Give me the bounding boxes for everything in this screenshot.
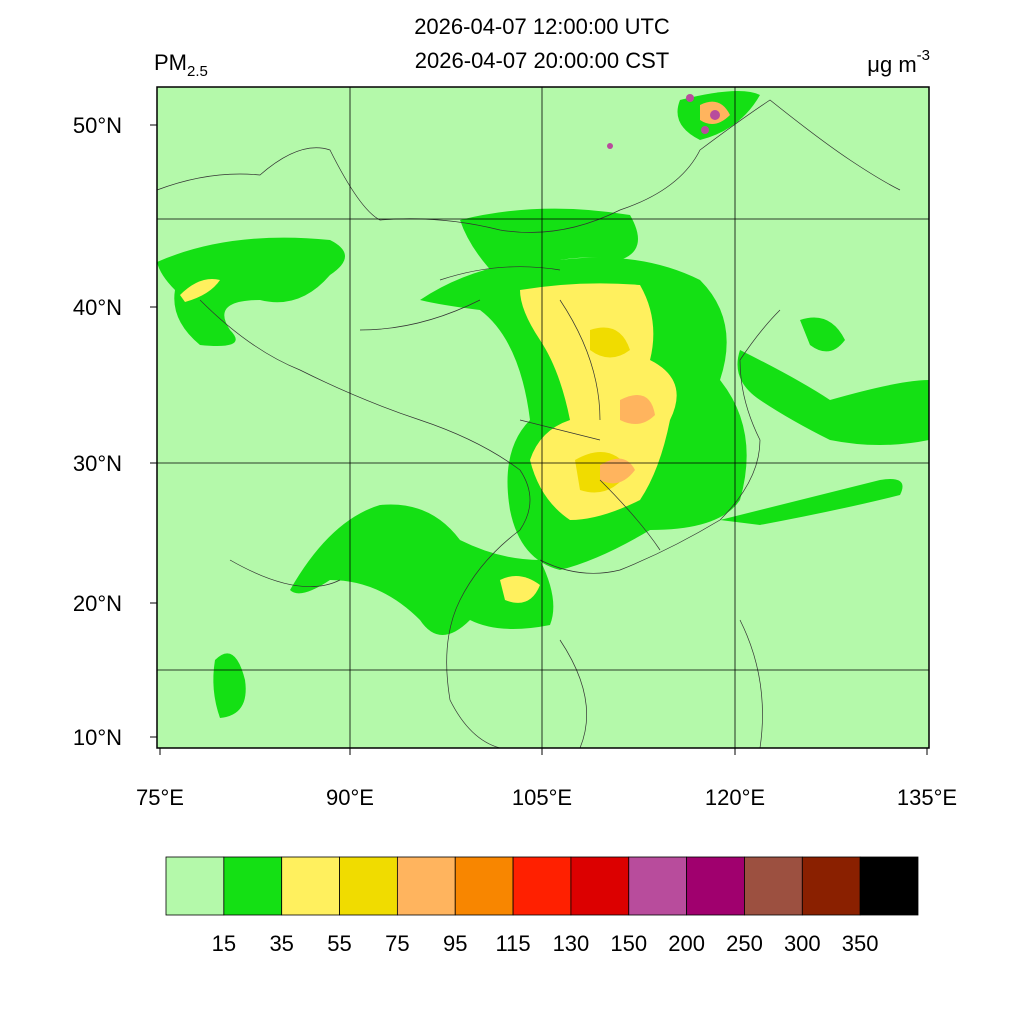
colorbar-label: 200 — [668, 931, 705, 956]
colorbar-label: 55 — [327, 931, 351, 956]
colorbar-swatch — [570, 856, 630, 916]
lon-tick-label: 120°E — [705, 785, 765, 810]
colorbar-swatch — [165, 856, 225, 916]
colorbar-label: 115 — [496, 931, 531, 956]
colorbar-label: 35 — [269, 931, 293, 956]
colorbar-swatch — [223, 856, 283, 916]
lat-tick-label: 20°N — [73, 591, 122, 616]
colorbar-label: 250 — [726, 931, 763, 956]
colorbar-swatch — [801, 856, 861, 916]
colorbar-swatch — [744, 856, 803, 916]
colorbar-swatch — [339, 856, 398, 916]
colorbar-label: 150 — [610, 931, 647, 956]
variable-subscript: 2.5 — [187, 63, 208, 80]
colorbar-label: 15 — [212, 931, 236, 956]
lon-tick-label: 75°E — [136, 785, 184, 810]
lat-tick-label: 30°N — [73, 451, 122, 476]
lat-tick-label: 40°N — [73, 295, 122, 320]
title-line: 2026-04-07 12:00:00 UTC — [414, 14, 670, 39]
colorbar-swatch — [454, 856, 514, 916]
units-superscript: -3 — [917, 47, 930, 64]
colorbar-label: 130 — [553, 931, 590, 956]
colorbar-label: 95 — [443, 931, 467, 956]
colorbar-swatch — [628, 856, 688, 916]
variable-label: PM2.5 — [154, 50, 208, 80]
lon-tick-label: 90°E — [326, 785, 374, 810]
title-line: 2026-04-07 20:00:00 CST — [415, 48, 669, 73]
colorbar-swatch — [859, 856, 919, 916]
lat-tick-label: 50°N — [73, 113, 122, 138]
lat-tick-label: 10°N — [73, 725, 122, 750]
units-label: μg m-3 — [867, 47, 930, 77]
colorbar-swatch — [686, 856, 745, 916]
colorbar-label: 350 — [842, 931, 879, 956]
lon-tick-label: 135°E — [897, 785, 957, 810]
lon-tick-label: 105°E — [512, 785, 572, 810]
colorbar-swatch — [396, 856, 456, 916]
variable-name: PM — [154, 50, 187, 75]
colorbar-label: 75 — [385, 931, 409, 956]
map — [156, 86, 930, 749]
colorbar-swatch — [281, 856, 340, 916]
colorbar-label: 300 — [784, 931, 821, 956]
colorbar-swatch — [512, 856, 572, 916]
units-text: μg m — [867, 52, 916, 77]
